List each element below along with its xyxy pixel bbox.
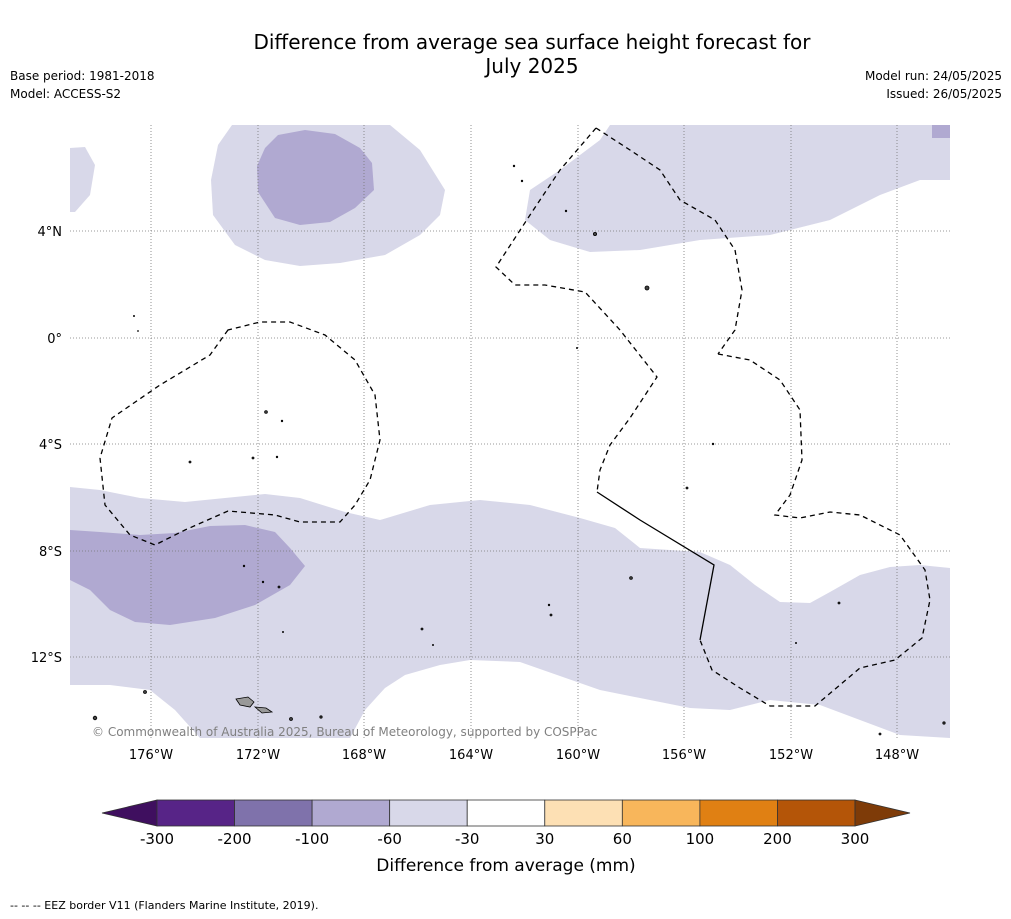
- meta-right: Model run: 24/05/2025 Issued: 26/05/2025: [865, 67, 1002, 103]
- shade-north-core: [257, 130, 374, 225]
- lon-label: 172°W: [236, 748, 280, 763]
- latitude-labels: 4°N 0° 4°S 8°S 12°S: [31, 225, 62, 666]
- anomaly-shading: [70, 125, 950, 738]
- colorbar-cell: [466, 799, 546, 827]
- base-period: Base period: 1981-2018: [10, 69, 155, 83]
- issued-date: Issued: 26/05/2025: [886, 87, 1002, 101]
- lat-label: 8°S: [39, 545, 62, 560]
- colorbar-title: Difference from average (mm): [376, 856, 635, 876]
- shade-south-core: [70, 525, 305, 625]
- lat-label: 12°S: [31, 651, 62, 666]
- footer-note: -- -- -- EEZ border V11 (Flanders Marine…: [10, 899, 319, 912]
- colorbar-tick-label: 60: [613, 830, 632, 848]
- colorbar-cell: [699, 799, 778, 827]
- colorbar-tick-label: -60: [377, 830, 402, 848]
- lon-label: 176°W: [129, 748, 173, 763]
- longitude-labels: 176°W 172°W 168°W 164°W 160°W 156°W 152°…: [129, 748, 919, 763]
- lon-label: 168°W: [342, 748, 386, 763]
- lon-label: 148°W: [875, 748, 919, 763]
- colorbar-tick-label: 30: [535, 830, 554, 848]
- colorbar-cell: [311, 799, 391, 827]
- colorbar-cell: [621, 799, 701, 827]
- colorbar-cell: [389, 799, 468, 827]
- model-run: Model run: 24/05/2025: [864, 69, 1002, 83]
- shade-north-east: [525, 125, 950, 252]
- colorbar-tick-label: 100: [686, 830, 715, 848]
- colorbar-extend-max: [854, 799, 911, 827]
- colorbar-cell: [777, 799, 856, 827]
- lat-label: 4°N: [38, 225, 63, 240]
- lat-label: 4°S: [39, 438, 62, 453]
- title-line-1: Difference from average sea surface heig…: [253, 30, 811, 54]
- lon-label: 164°W: [449, 748, 493, 763]
- islands: [92, 164, 946, 736]
- shade-ne-corner: [932, 125, 950, 138]
- gridlines: [70, 125, 950, 738]
- shade-north-left: [70, 147, 95, 212]
- lon-label: 156°W: [662, 748, 706, 763]
- colorbar-cell: [234, 799, 313, 827]
- eez-central: [495, 127, 658, 493]
- model-name: Model: ACCESS-S2: [10, 87, 122, 101]
- copyright-text: © Commonwealth of Australia 2025, Bureau…: [92, 725, 597, 739]
- island-samoa-1: [235, 696, 255, 708]
- colorbar-tick-label: 200: [763, 830, 792, 848]
- eez-west: [99, 321, 381, 546]
- title-line-2: July 2025: [485, 54, 579, 78]
- lon-label: 152°W: [769, 748, 813, 763]
- chart-title: Difference from average sea surface heig…: [200, 30, 864, 78]
- island-samoa-2: [253, 706, 274, 714]
- eez-east: [699, 353, 931, 707]
- boundary-solid: [596, 491, 715, 641]
- colorbar-tick-label: -30: [455, 830, 480, 848]
- colorbar-tick-label: 300: [841, 830, 870, 848]
- eez-central-east: [595, 127, 743, 355]
- colorbar-tick-label: -200: [218, 830, 252, 848]
- colorbar-extend-min: [101, 799, 158, 827]
- colorbar: -300 -200 -100 -60 -30 30 60 100 200 300 Differen…: [101, 799, 911, 876]
- colorbar-tick-label: -300: [140, 830, 174, 848]
- colorbar-cell: [544, 799, 623, 827]
- lat-label: 0°: [47, 332, 62, 347]
- colorbar-cell: [156, 799, 235, 827]
- meta-left: Base period: 1981-2018 Model: ACCESS-S2: [10, 67, 155, 103]
- eez-borders: [99, 127, 931, 707]
- colorbar-tick-label: -100: [295, 830, 329, 848]
- lon-label: 160°W: [556, 748, 600, 763]
